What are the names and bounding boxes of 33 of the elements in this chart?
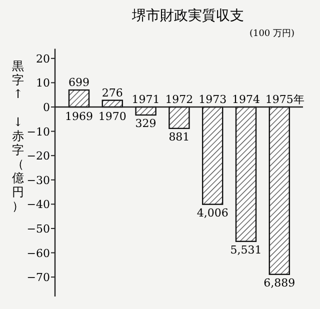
- x-tick-label: 1973: [198, 93, 227, 106]
- x-tick-label: 1970: [98, 110, 126, 124]
- y-tick-label: 0: [43, 101, 50, 114]
- y-tick-label: −40: [26, 198, 50, 212]
- chart-title: 堺市財政実質収支: [131, 8, 244, 24]
- annotation: 5,531: [230, 243, 262, 256]
- y-tick-label: −30: [26, 174, 50, 187]
- x-tick-label: 1972: [165, 93, 194, 106]
- bar: [68, 89, 90, 108]
- annotation: 699: [68, 76, 90, 90]
- x-axis-title: 年: [294, 93, 304, 106]
- annotation: 329: [135, 117, 156, 130]
- y-tick-label: −20: [26, 150, 50, 163]
- y-tick-label: −50: [26, 222, 50, 236]
- bar: [268, 106, 290, 275]
- annotation: 6,889: [264, 276, 296, 290]
- annotation: 276: [102, 86, 123, 100]
- annotation: 4,006: [196, 206, 228, 220]
- x-tick-label: 1971: [132, 93, 160, 106]
- bar: [235, 106, 257, 242]
- annotation: 881: [168, 130, 190, 144]
- bar: [202, 106, 224, 205]
- y-tick-label: −60: [26, 246, 50, 260]
- y-tick-label: −70: [26, 271, 50, 284]
- bar: [168, 106, 190, 130]
- text: 黒字↑ ↓赤字（億円）: [12, 59, 24, 213]
- y-tick-label: 20: [36, 52, 50, 66]
- x-tick-label: 1974: [232, 93, 260, 106]
- x-tick-label: 1975: [265, 93, 294, 106]
- chart-subtitle: (100 万円): [249, 29, 295, 39]
- y-tick-label: −10: [26, 125, 50, 138]
- x-tick-label: 1969: [65, 110, 93, 124]
- y-tick-label: 10: [36, 76, 50, 90]
